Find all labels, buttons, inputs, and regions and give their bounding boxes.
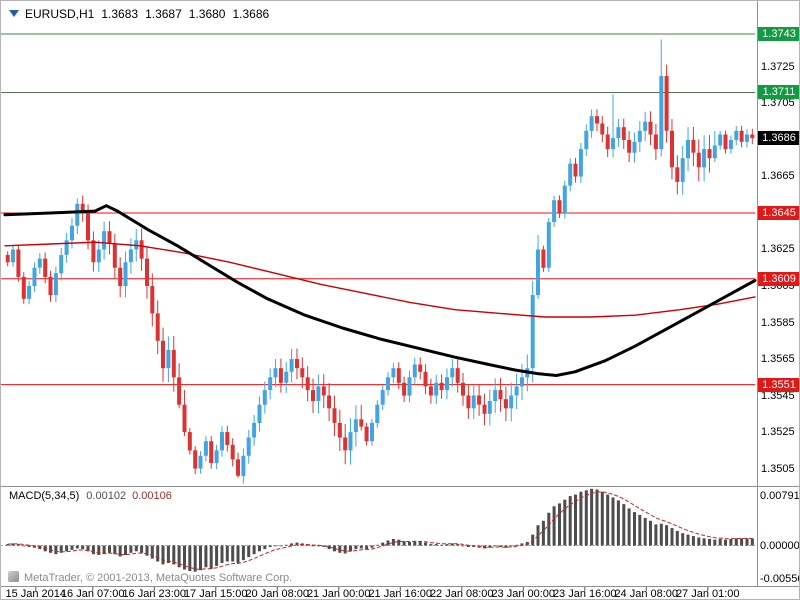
- chart-symbol-triangle-icon: [9, 10, 19, 17]
- time-axis-label: 16 Jan 07:00: [60, 588, 125, 600]
- time-axis-label: 24 Jan 08:00: [614, 588, 679, 600]
- candles: [5, 39, 755, 484]
- macd-axis-label: 0.00791: [760, 490, 800, 502]
- time-axis-label: 22 Jan 08:00: [429, 588, 494, 600]
- price-tick-label: 1.3725: [761, 60, 795, 73]
- moving-averages: [3, 204, 757, 377]
- ma-red-line: [4, 241, 756, 318]
- time-axis-label: 21 Jan 00:00: [306, 588, 371, 600]
- price-tick-label: 1.3625: [761, 243, 795, 256]
- macd-indicator-label: MACD(5,34,5) 0.00102 0.00106: [9, 490, 172, 502]
- time-axis-label: 23 Jan 16:00: [552, 588, 617, 600]
- price-tick-label: 1.3545: [761, 389, 795, 402]
- quote-close: 1.3686: [232, 7, 270, 21]
- copyright-string: MetaTrader, © 2001-2013, MetaQuotes Soft…: [24, 572, 293, 584]
- metatrader-logo-icon: [8, 571, 19, 582]
- price-tick-label: 1.3505: [761, 462, 795, 475]
- symbol-name: EURUSD,H1: [25, 7, 95, 21]
- copyright-text: MetaTrader, © 2001-2013, MetaQuotes Soft…: [8, 571, 292, 584]
- time-axis-label: 21 Jan 16:00: [368, 588, 433, 600]
- time-axis-label: 15 Jan 2014: [5, 588, 67, 600]
- level-price-badge: 1.3743: [758, 27, 799, 42]
- quote-low: 1.3680: [188, 7, 226, 21]
- ma-black-line: [3, 204, 757, 377]
- symbol-ohlc-label: EURUSD,H1 1.3683 1.3687 1.3680 1.3686: [9, 7, 269, 21]
- time-axis-label: 27 Jan 01:00: [675, 588, 740, 600]
- time-axis-label: 17 Jan 15:00: [183, 588, 248, 600]
- macd-axis-label: -0.00556: [760, 573, 800, 585]
- time-axis-label: 20 Jan 08:00: [245, 588, 310, 600]
- macd-signal-line: [7, 491, 753, 570]
- macd-axis-label: 0.00000: [760, 539, 800, 552]
- macd-main-value: 0.00102: [86, 490, 127, 502]
- price-tick-label: 1.3585: [761, 316, 795, 329]
- level-price-badge: 1.3645: [758, 205, 799, 220]
- current-price-badge: 1.3686: [758, 131, 799, 146]
- level-price-badge: 1.3551: [758, 377, 799, 392]
- level-price-badge: 1.3711: [758, 85, 799, 100]
- quote-open: 1.3683: [101, 7, 139, 21]
- macd-plot: [1, 488, 755, 572]
- macd-signal-value: 0.00106: [132, 490, 172, 502]
- quote-high: 1.3687: [145, 7, 182, 21]
- time-axis-label: 16 Jan 23:00: [122, 588, 187, 600]
- level-price-badge: 1.3609: [758, 271, 799, 286]
- time-axis-label: 23 Jan 00:00: [491, 588, 556, 600]
- macd-name: MACD(5,34,5): [9, 490, 80, 502]
- price-tick-label: 1.3705: [761, 97, 795, 110]
- price-tick-label: 1.3665: [761, 170, 795, 183]
- price-tick-label: 1.3525: [761, 426, 795, 439]
- price-tick-label: 1.3565: [761, 353, 795, 366]
